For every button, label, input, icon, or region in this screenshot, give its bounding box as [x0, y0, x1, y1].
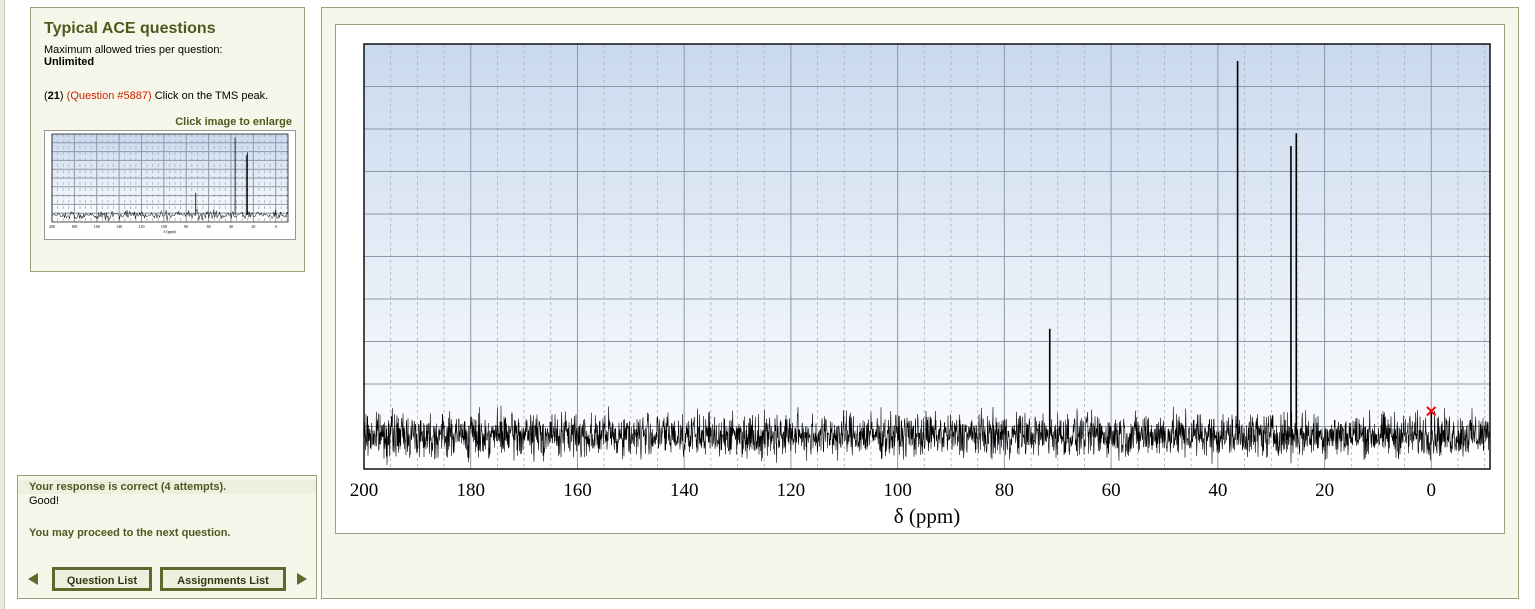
- x-tick-label: 100: [161, 224, 167, 229]
- x-tick-label: 20: [251, 224, 255, 229]
- proceed-message: You may proceed to the next question.: [29, 527, 231, 539]
- x-tick-label: 60: [1102, 480, 1121, 501]
- x-axis-label: δ (ppm): [894, 504, 960, 528]
- plot-border: [51, 133, 289, 223]
- plot-border: [363, 43, 1491, 470]
- response-status: Your response is correct (4 attempts).: [18, 480, 316, 494]
- next-arrow-icon[interactable]: [297, 573, 307, 585]
- spectrum-panel: 200 180 160 140 120 100 80 60 40 20 0 δ (ppm) ×: [321, 7, 1519, 599]
- window-left-edge: [0, 0, 5, 609]
- enlarge-image-link[interactable]: Click image to enlarge: [175, 116, 292, 128]
- x-tick-label: 80: [184, 224, 188, 229]
- x-tick-label: 60: [207, 224, 211, 229]
- x-tick-label: 120: [138, 224, 144, 229]
- x-tick-label: 20: [1315, 480, 1334, 501]
- x-tick-label: 180: [456, 480, 485, 501]
- question-statement: (21) (Question #5887) Click on the TMS p…: [44, 90, 292, 102]
- spectrum-baseline-trace: [51, 209, 289, 222]
- tries-value: Unlimited: [44, 56, 95, 68]
- x-tick-label: 80: [995, 480, 1014, 501]
- x-tick-label: 140: [670, 480, 699, 501]
- x-tick-label: 100: [883, 480, 912, 501]
- x-tick-label: 160: [94, 224, 100, 229]
- spectrum-baseline-trace: [363, 405, 1491, 465]
- feedback-panel: Your response is correct (4 attempts). G…: [17, 475, 317, 599]
- x-axis-label: δ (ppm): [164, 229, 177, 234]
- nmr-spectrum-chart[interactable]: 200 180 160 140 120 100 80 60 40 20 0δ (ppm)×: [336, 25, 1504, 533]
- question-panel: Typical ACE questions Maximum allowed tr…: [30, 7, 305, 272]
- question-index: 21: [47, 90, 60, 102]
- navigation-row: Question List Assignments List: [26, 567, 310, 593]
- feedback-message: Good!: [29, 495, 59, 507]
- question-number: (Question #5887): [66, 90, 152, 102]
- question-text: Click on the TMS peak.: [154, 90, 269, 102]
- spectrum-frame: 200 180 160 140 120 100 80 60 40 20 0 δ (ppm) ×: [335, 24, 1505, 534]
- question-index-open: (: [44, 90, 48, 102]
- x-tick-label: 180: [71, 224, 77, 229]
- previous-arrow-icon[interactable]: [28, 573, 38, 585]
- x-tick-label: 200: [49, 224, 55, 229]
- spectrum-thumbnail[interactable]: 200 180 160 140 120 100 80 60 40 20 0δ (ppm): [44, 130, 296, 240]
- x-tick-label: 40: [229, 224, 233, 229]
- x-tick-label: 160: [563, 480, 592, 501]
- grid: [363, 44, 1490, 469]
- tries-label: Maximum allowed tries per question:: [44, 44, 223, 56]
- x-tick-label: 200: [350, 480, 379, 501]
- x-tick-label: 0: [1427, 480, 1437, 501]
- selected-peak-marker: ×: [1424, 402, 1438, 422]
- question-list-button[interactable]: Question List: [52, 567, 152, 591]
- x-tick-label: 120: [777, 480, 806, 501]
- question-index-close: ): [59, 90, 64, 102]
- assignment-title: Typical ACE questions: [44, 20, 216, 37]
- assignments-list-button[interactable]: Assignments List: [160, 567, 286, 591]
- x-tick-label: 40: [1208, 480, 1227, 501]
- x-tick-label: 140: [116, 224, 122, 229]
- x-tick-label: 0: [275, 224, 277, 229]
